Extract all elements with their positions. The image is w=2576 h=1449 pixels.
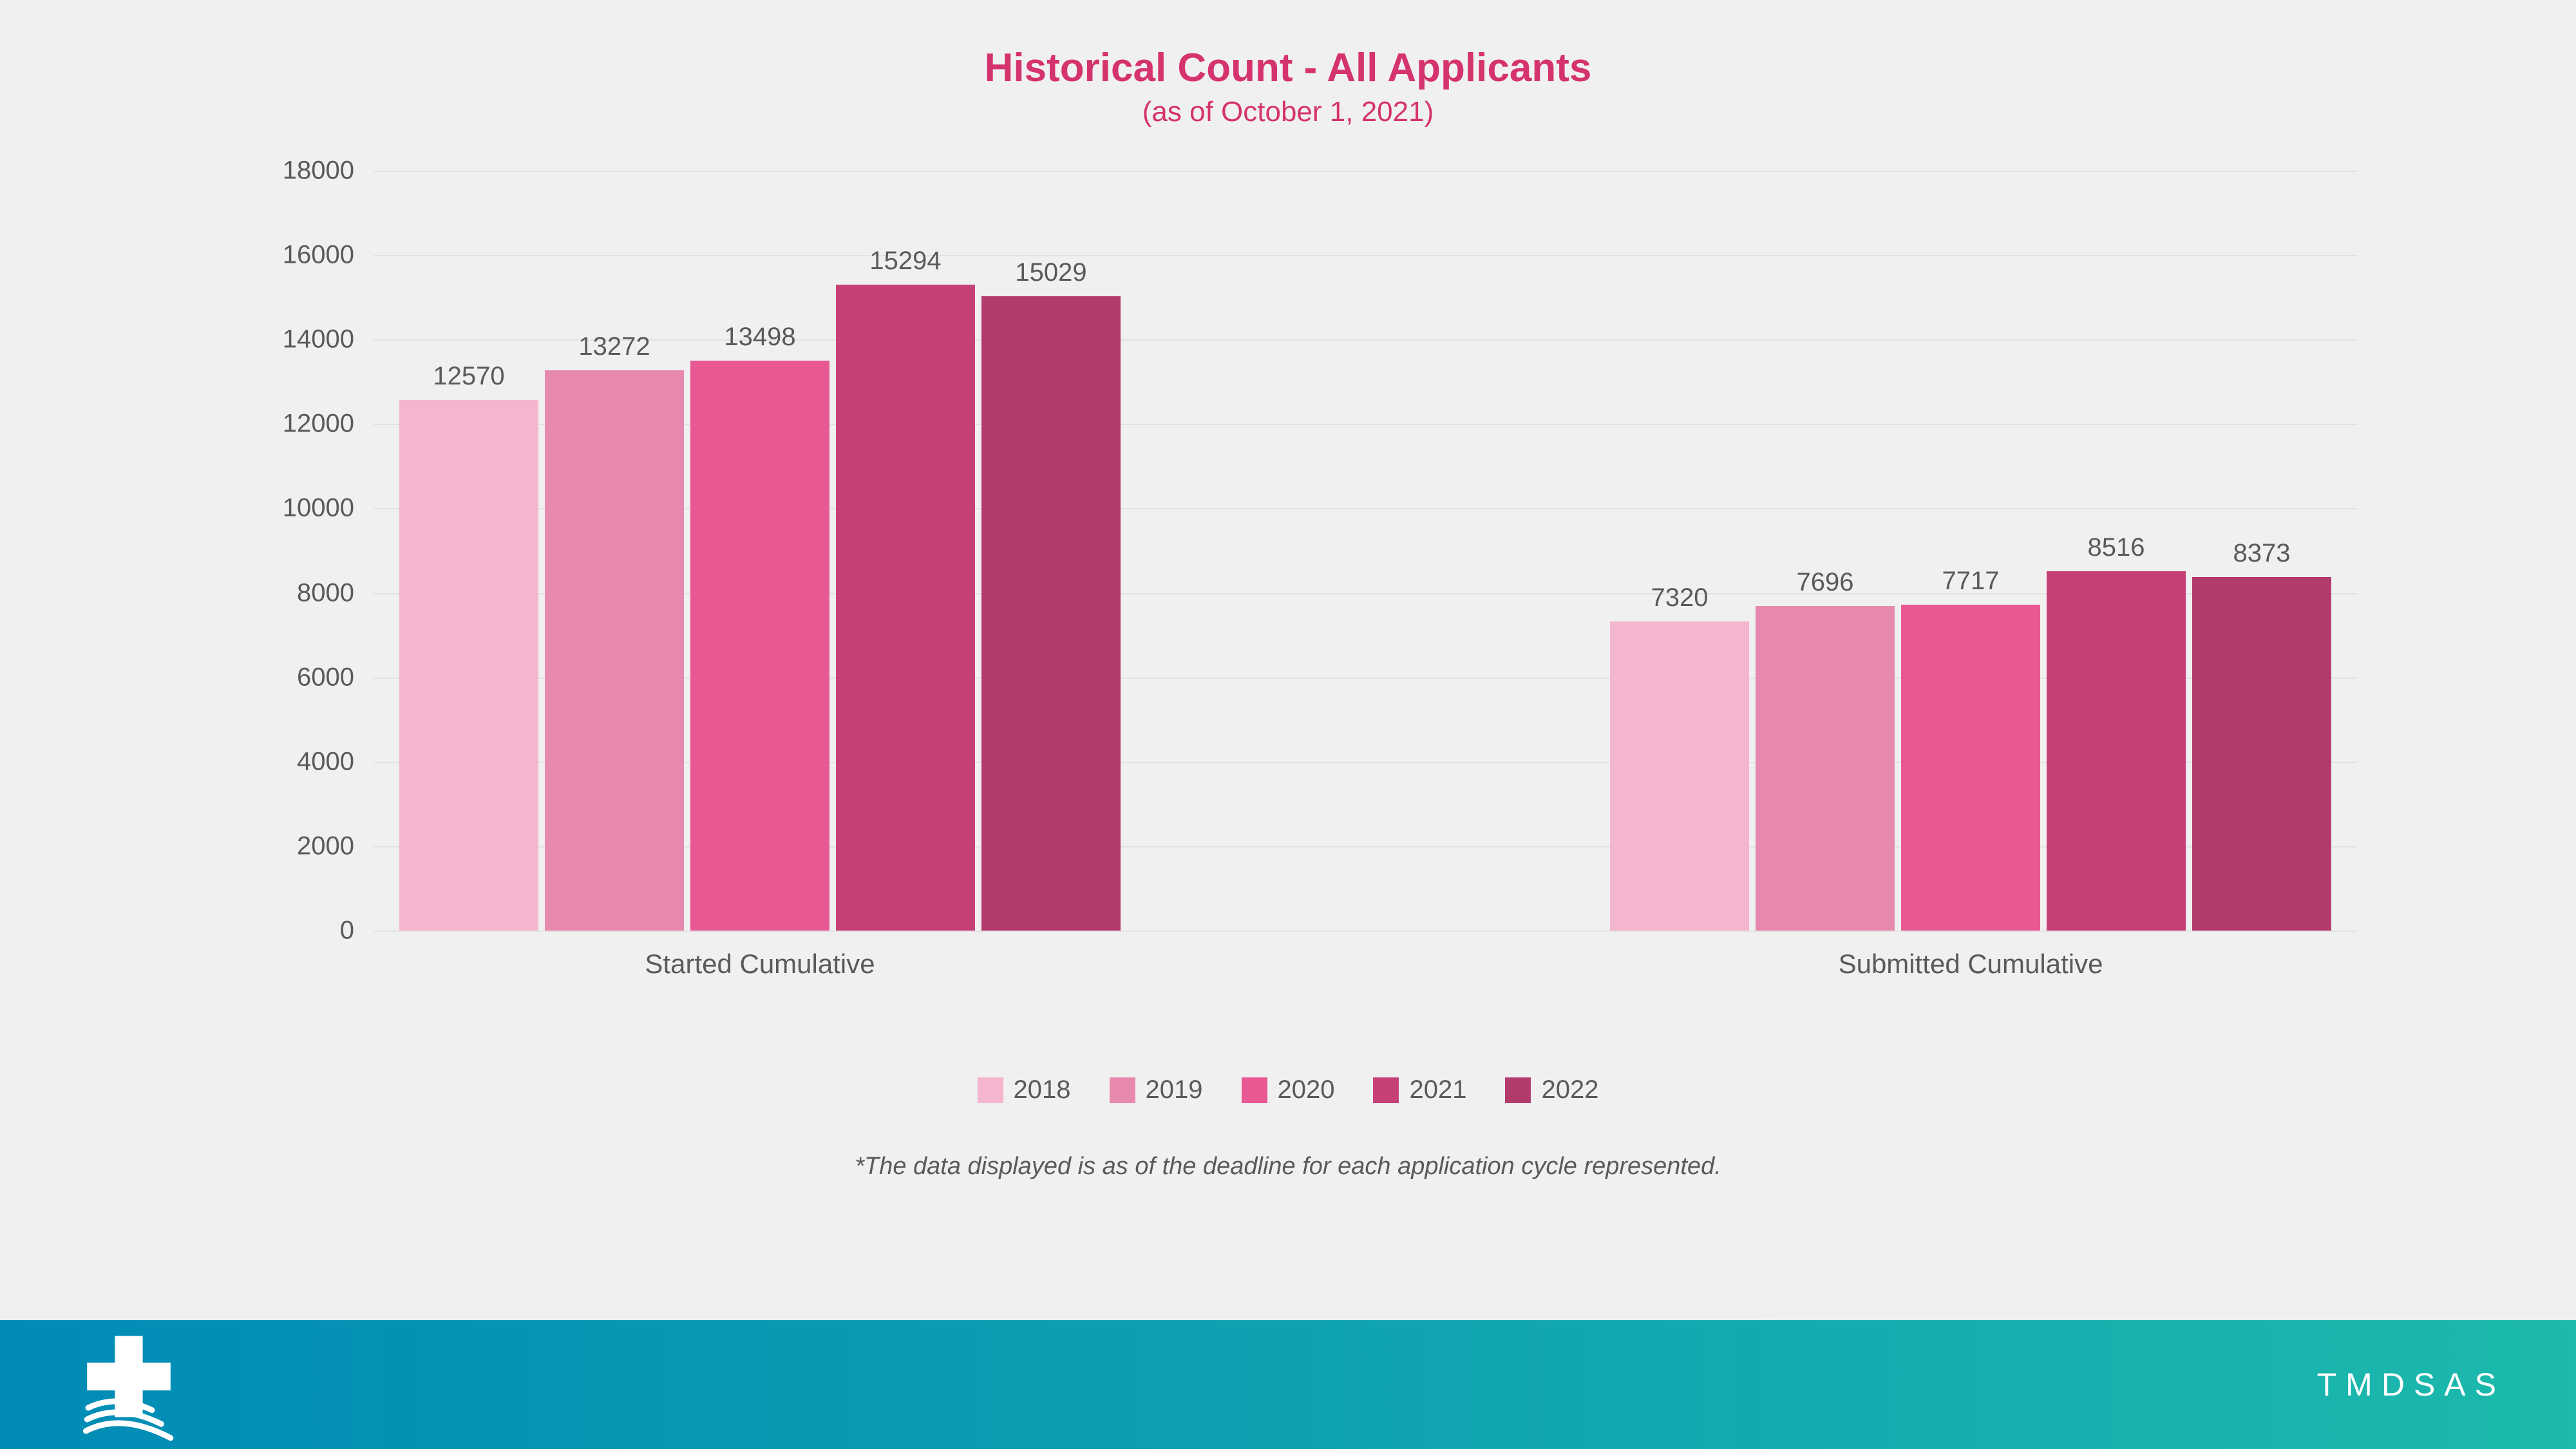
y-tick-label: 8000	[225, 578, 354, 607]
bar: 7320	[1610, 171, 1749, 931]
bar: 15029	[981, 171, 1121, 931]
legend: 2018 2019 2020 2021 2022	[0, 1075, 2576, 1104]
legend-label: 2022	[1541, 1075, 1598, 1104]
legend-item: 2018	[978, 1075, 1071, 1104]
legend-swatch	[1505, 1077, 1531, 1103]
bar-value-label: 15029	[1015, 258, 1086, 287]
chart-title: Historical Count - All Applicants	[0, 45, 2576, 91]
bar: 8516	[2047, 171, 2186, 931]
legend-item: 2022	[1505, 1075, 1598, 1104]
bar-group: 12570 13272 13498 15294 15029	[399, 171, 1121, 931]
legend-label: 2018	[1014, 1075, 1071, 1104]
plot-area: 12570 13272 13498 15294 15029 7320 7696 7717 851…	[374, 171, 2357, 931]
bar-value-label: 12570	[433, 362, 504, 391]
y-tick-label: 16000	[225, 241, 354, 270]
bar-rect	[1901, 605, 2040, 931]
bar-value-label: 7717	[1942, 567, 2000, 596]
y-tick-label: 0	[225, 916, 354, 945]
bar-rect	[836, 285, 975, 931]
footer: TMDSAS	[0, 1320, 2576, 1449]
bar-value-label: 8373	[2233, 539, 2291, 568]
chart: 12570 13272 13498 15294 15029 7320 7696 7717 851…	[232, 171, 2357, 982]
footnote: *The data displayed is as of the deadlin…	[0, 1153, 2576, 1180]
legend-swatch	[1242, 1077, 1267, 1103]
chart-subtitle: (as of October 1, 2021)	[0, 96, 2576, 128]
x-category-label: Submitted Cumulative	[1839, 949, 2103, 980]
bar-value-label: 15294	[869, 247, 941, 276]
bar: 8373	[2192, 171, 2331, 931]
bar-rect	[981, 296, 1121, 931]
legend-label: 2021	[1409, 1075, 1466, 1104]
legend-swatch	[1373, 1077, 1399, 1103]
bar-value-label: 7696	[1797, 568, 1854, 597]
logo-icon	[71, 1327, 187, 1443]
bar-value-label: 13272	[578, 332, 650, 361]
legend-label: 2020	[1278, 1075, 1335, 1104]
bar: 13498	[690, 171, 829, 931]
legend-item: 2021	[1373, 1075, 1466, 1104]
x-category-label: Started Cumulative	[645, 949, 875, 980]
bar-rect	[2192, 577, 2331, 931]
bar-rect	[545, 370, 684, 931]
y-tick-label: 12000	[225, 410, 354, 439]
legend-item: 2020	[1242, 1075, 1335, 1104]
legend-swatch	[978, 1077, 1003, 1103]
bar: 12570	[399, 171, 538, 931]
brand-text: TMDSAS	[2317, 1366, 2505, 1403]
bar-rect	[399, 400, 538, 931]
bar: 7696	[1756, 171, 1895, 931]
y-tick-label: 2000	[225, 831, 354, 860]
legend-item: 2019	[1110, 1075, 1203, 1104]
bar: 15294	[836, 171, 975, 931]
bar: 13272	[545, 171, 684, 931]
bar-rect	[1756, 606, 1895, 931]
bar-rect	[690, 361, 829, 931]
bar-value-label: 8516	[2088, 533, 2145, 562]
title-block: Historical Count - All Applicants (as of…	[0, 0, 2576, 128]
y-tick-label: 4000	[225, 747, 354, 776]
bar-rect	[2047, 571, 2186, 931]
bar-value-label: 7320	[1651, 583, 1709, 612]
legend-swatch	[1110, 1077, 1135, 1103]
y-tick-label: 18000	[225, 156, 354, 185]
y-tick-label: 14000	[225, 325, 354, 354]
y-tick-label: 6000	[225, 663, 354, 692]
bar-group: 7320 7696 7717 8516 8373	[1610, 171, 2331, 931]
bar-value-label: 13498	[724, 323, 795, 352]
slide: Historical Count - All Applicants (as of…	[0, 0, 2576, 1449]
y-tick-label: 10000	[225, 494, 354, 523]
gridline	[374, 931, 2357, 932]
bar: 7717	[1901, 171, 2040, 931]
legend-label: 2019	[1146, 1075, 1203, 1104]
bar-rect	[1610, 621, 1749, 931]
